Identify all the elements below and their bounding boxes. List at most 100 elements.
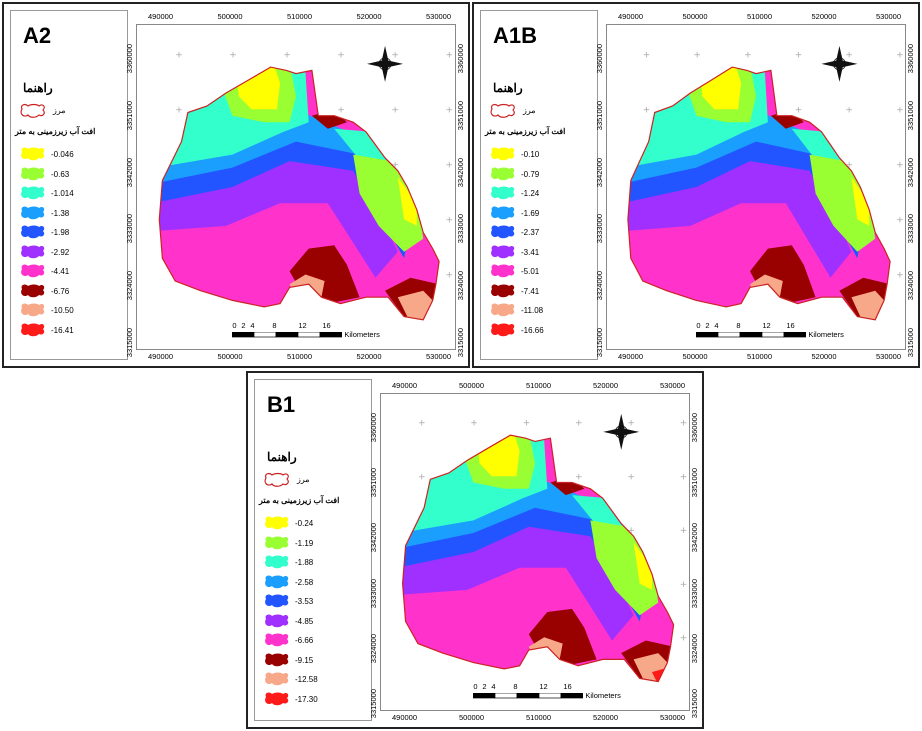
legend-value: -1.24 bbox=[521, 189, 540, 198]
legend-value: -4.85 bbox=[295, 616, 314, 626]
legend-swatch-icon bbox=[21, 167, 45, 180]
map-panel-b1: B1 راهنما مرز افت آب زیرزمینی به متر -0.24 -1… bbox=[246, 371, 704, 729]
y-tick-right: 3315000 bbox=[906, 328, 915, 358]
svg-text:+: + bbox=[643, 50, 651, 60]
map-frame: ++++++++++++++++++++++++++++++02481216Ki… bbox=[380, 393, 690, 711]
svg-text:+: + bbox=[680, 580, 688, 590]
svg-text:+: + bbox=[283, 50, 291, 60]
legend-swatch-icon bbox=[21, 245, 45, 258]
scale-unit: Kilometers bbox=[344, 330, 380, 339]
study-area-map: ++++++++++++++++++++++++++++++ bbox=[158, 45, 454, 321]
legend-heading: راهنما bbox=[23, 81, 53, 95]
x-tick-top: 490000 bbox=[618, 12, 644, 21]
svg-text:+: + bbox=[391, 161, 399, 171]
legend-swatch-icon bbox=[265, 692, 289, 705]
y-tick-left: 3351000 bbox=[369, 468, 378, 498]
scale-tick: 8 bbox=[272, 321, 277, 330]
legend-swatch-icon bbox=[265, 614, 289, 627]
svg-text:+: + bbox=[896, 216, 904, 226]
scale-bar: 0 2 4 8 12 16 Kilometers bbox=[696, 321, 846, 341]
scale-tick: 12 bbox=[298, 321, 307, 330]
legend-swatch-icon bbox=[265, 594, 289, 608]
svg-text:+: + bbox=[446, 50, 454, 60]
y-tick-left: 3360000 bbox=[595, 44, 604, 74]
y-tick-left: 3324000 bbox=[369, 633, 378, 663]
svg-text:+: + bbox=[575, 472, 583, 482]
svg-text:+: + bbox=[391, 106, 399, 116]
y-tick-left: 3360000 bbox=[369, 413, 378, 443]
svg-text:+: + bbox=[337, 50, 345, 60]
x-tick-top: 510000 bbox=[747, 12, 773, 21]
north-arrow-icon bbox=[821, 45, 858, 82]
x-tick-top: 490000 bbox=[392, 381, 418, 390]
x-tick-bottom: 510000 bbox=[526, 713, 552, 722]
y-tick-right: 3315000 bbox=[690, 689, 699, 719]
svg-text:+: + bbox=[896, 106, 904, 116]
legend-swatch-icon bbox=[21, 303, 45, 317]
x-tick-top: 500000 bbox=[459, 381, 485, 390]
legend-subtitle: افت آب زیرزمینی به متر bbox=[15, 127, 96, 136]
legend-swatch-icon bbox=[265, 516, 289, 530]
legend-swatch-icon bbox=[491, 147, 515, 161]
map-panel-a1b: A1B راهنما مرز افت آب زیرزمینی به متر -0.10 -… bbox=[472, 2, 920, 368]
legend-swatch-icon bbox=[265, 633, 289, 647]
x-tick-bottom: 500000 bbox=[217, 352, 243, 361]
svg-text:+: + bbox=[337, 106, 345, 116]
y-tick-left: 3333000 bbox=[125, 214, 134, 244]
y-tick-right: 3342000 bbox=[906, 157, 915, 187]
y-tick-left: 3315000 bbox=[369, 689, 378, 719]
y-tick-right: 3342000 bbox=[456, 157, 465, 187]
legend: A1B راهنما مرز افت آب زیرزمینی به متر -0.10 -… bbox=[480, 10, 598, 360]
y-tick-right: 3324000 bbox=[456, 271, 465, 301]
scale-tick: 8 bbox=[513, 682, 518, 691]
legend-swatch-icon bbox=[21, 323, 45, 336]
x-tick-bottom: 500000 bbox=[459, 713, 485, 722]
legend-value: -2.92 bbox=[51, 247, 70, 257]
legend-value: -1.88 bbox=[295, 558, 314, 567]
legend: B1 راهنما مرز افت آب زیرزمینی به متر -0.24 -1… bbox=[254, 379, 372, 721]
x-tick-bottom: 490000 bbox=[618, 352, 644, 361]
border-swatch-icon bbox=[20, 103, 45, 118]
svg-text:+: + bbox=[446, 271, 454, 281]
legend-subtitle: افت آب زیرزمینی به متر bbox=[259, 496, 340, 505]
legend-border-entry: مرز bbox=[19, 103, 124, 119]
x-tick-top: 510000 bbox=[287, 12, 313, 21]
legend-swatch-icon bbox=[265, 653, 289, 666]
north-arrow-icon bbox=[603, 413, 640, 450]
scale-tick: 12 bbox=[539, 682, 548, 691]
y-tick-left: 3342000 bbox=[125, 157, 134, 187]
scale-tick: 12 bbox=[762, 321, 771, 330]
y-tick-right: 3360000 bbox=[456, 44, 465, 74]
scenario-title: B1 bbox=[267, 392, 296, 417]
svg-text:+: + bbox=[627, 419, 635, 429]
x-tick-bottom: 520000 bbox=[593, 713, 619, 722]
legend-value: -5.01 bbox=[521, 267, 540, 276]
legend-swatch-icon bbox=[265, 555, 289, 569]
scale-unit: Kilometers bbox=[585, 691, 621, 700]
scale-tick: 16 bbox=[563, 682, 572, 691]
scenario-title: A2 bbox=[23, 23, 52, 48]
svg-text:+: + bbox=[446, 106, 454, 116]
legend-swatch-icon bbox=[491, 264, 515, 278]
y-tick-left: 3324000 bbox=[125, 271, 134, 301]
y-tick-left: 3324000 bbox=[595, 271, 604, 301]
map-frame: ++++++++++++++++++++++++++++++02481216Ki… bbox=[606, 24, 906, 350]
legend-value: -1.19 bbox=[295, 538, 314, 548]
scale-bar: 0 2 4 8 12 16 Kilometers bbox=[232, 321, 382, 341]
svg-text:+: + bbox=[795, 50, 803, 60]
scale-bar-graphic bbox=[232, 332, 343, 338]
x-tick-top: 500000 bbox=[217, 12, 243, 21]
x-tick-bottom: 490000 bbox=[148, 352, 174, 361]
scale-tick: 0 bbox=[696, 321, 701, 330]
y-tick-left: 3342000 bbox=[369, 523, 378, 553]
legend-swatch-icon bbox=[265, 575, 289, 588]
legend-value: -0.10 bbox=[521, 150, 540, 159]
svg-text:+: + bbox=[680, 526, 688, 536]
scale-bar-graphic bbox=[473, 693, 584, 699]
y-tick-right: 3351000 bbox=[690, 468, 699, 498]
svg-text:+: + bbox=[627, 526, 635, 536]
legend-value: -0.24 bbox=[295, 519, 314, 528]
legend-value: -17.30 bbox=[295, 694, 318, 704]
scale-tick: 4 bbox=[250, 321, 255, 330]
legend-swatch-icon bbox=[21, 147, 45, 161]
